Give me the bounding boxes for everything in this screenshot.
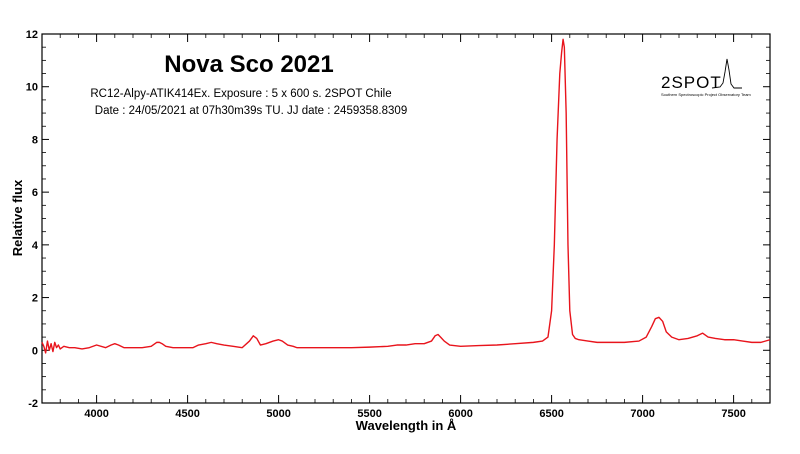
y-tick-label: -2	[28, 398, 38, 410]
y-tick-label: 6	[32, 187, 38, 199]
x-tick-label: 6000	[448, 408, 472, 420]
y-axis-label: Relative flux	[10, 179, 25, 256]
chart-title: Nova Sco 2021	[164, 51, 333, 78]
x-tick-label: 7000	[630, 408, 654, 420]
logo-text: 2SPOT	[661, 73, 722, 92]
x-tick-label: 5500	[357, 408, 381, 420]
y-ticks: -2 0 2 4 6 8 10 12	[26, 29, 770, 410]
x-ticks: 4000 4500 5000 5500 6000 6500 7000 7500	[41, 34, 771, 420]
logo-peak-icon	[711, 58, 742, 89]
x-tick-label: 4500	[175, 408, 199, 420]
y-tick-label: 0	[32, 345, 38, 357]
y-tick-label: 12	[26, 29, 38, 41]
2spot-logo: 2SPOT Southern Spectroscopic Project Obs…	[661, 58, 751, 97]
chart-subtitle-line-1: RC12-Alpy-ATIK414Ex. Exposure : 5 x 600 …	[90, 88, 391, 100]
y-tick-label: 8	[32, 134, 38, 146]
x-tick-label: 6500	[539, 408, 563, 420]
x-axis-label: Wavelength in Å	[356, 418, 457, 433]
logo-subtext: Southern Spectroscopic Project Observato…	[661, 92, 751, 97]
spectrum-line	[41, 38, 771, 354]
x-tick-label: 5000	[266, 408, 290, 420]
x-tick-label: 7500	[721, 408, 745, 420]
y-tick-label: 10	[26, 82, 38, 94]
y-tick-label: 2	[32, 293, 38, 305]
chart-subtitle-line-2: Date : 24/05/2021 at 07h30m39s TU. JJ da…	[95, 105, 407, 117]
x-tick-label: 4000	[84, 408, 108, 420]
y-tick-label: 4	[32, 240, 39, 252]
